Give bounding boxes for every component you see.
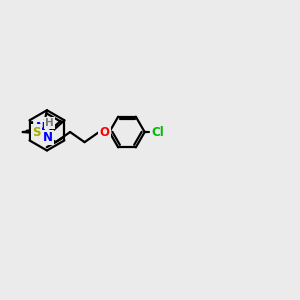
Text: N: N [43, 131, 53, 144]
Text: S: S [32, 125, 41, 139]
Text: Cl: Cl [151, 125, 164, 139]
Text: O: O [99, 125, 110, 139]
Text: H: H [45, 118, 54, 128]
Text: N: N [36, 121, 46, 134]
